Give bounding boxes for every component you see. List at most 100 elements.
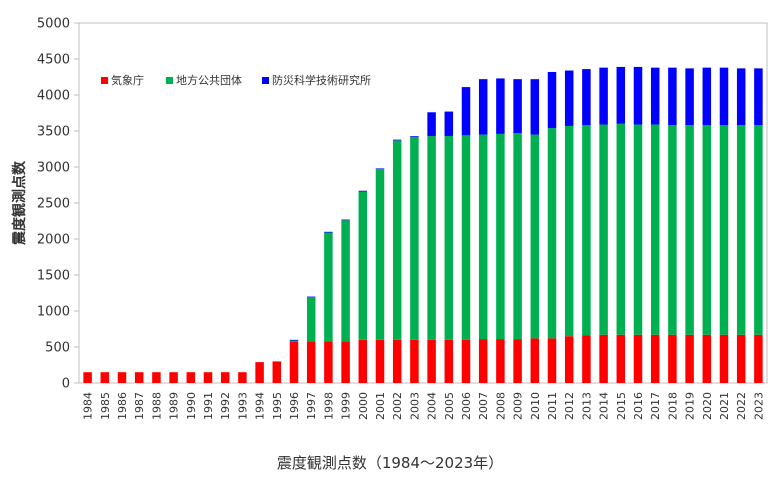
x-tick-label: 1992	[219, 392, 232, 420]
bar-segment	[599, 124, 608, 335]
bar-segment	[530, 79, 540, 135]
bar-segment	[719, 67, 729, 126]
bar-segment	[169, 372, 178, 383]
bar-segment	[685, 334, 694, 383]
bars	[83, 66, 763, 383]
bar-segment	[616, 334, 626, 383]
bar-segment	[564, 70, 574, 126]
bar-segment	[427, 112, 436, 137]
x-tick-label: 1993	[236, 392, 249, 420]
bar-segment	[530, 338, 540, 383]
bar-segment	[616, 66, 626, 124]
bar-segment	[633, 334, 643, 383]
x-tick-label: 2022	[735, 392, 748, 420]
x-tick-label: 2012	[563, 392, 576, 420]
bar-segment	[324, 341, 333, 383]
bar-segment	[754, 68, 763, 126]
bar-segment	[754, 125, 763, 335]
bar-segment	[306, 341, 316, 383]
bar-segment	[582, 69, 591, 126]
x-tick-label: 1995	[271, 392, 284, 420]
bar-segment	[100, 372, 110, 383]
y-axis-label: 震度観測点数	[11, 160, 28, 246]
y-tick-label: 3500	[37, 125, 70, 140]
y-tick-label: 1000	[37, 305, 70, 320]
bar-segment	[238, 372, 247, 383]
y-tick-label: 1500	[37, 269, 70, 284]
legend-swatch	[166, 77, 173, 84]
bar-segment	[186, 372, 196, 383]
bar-segment	[152, 372, 161, 383]
bar-segment	[702, 125, 712, 335]
x-tick-label: 1984	[82, 392, 95, 420]
legend: 気象庁 地方公共団体 防災科学技術研究所	[101, 73, 371, 87]
x-tick-label: 2005	[443, 392, 456, 420]
bar-segment	[582, 335, 591, 383]
bar-segment	[358, 191, 368, 340]
x-tick-label: 2001	[374, 392, 387, 420]
y-tick-label: 2000	[37, 233, 70, 248]
bar-segment	[461, 135, 471, 340]
bar-segment	[341, 341, 350, 383]
bar-segment	[547, 338, 557, 383]
bar-segment	[496, 133, 505, 340]
bar-segment	[410, 136, 419, 340]
bar-segment	[375, 169, 385, 340]
x-tick-label: 1996	[288, 392, 301, 420]
bar-segment	[513, 339, 522, 383]
bar-segment	[375, 168, 385, 170]
x-tick-label: 2009	[512, 392, 525, 420]
bar-segment	[496, 78, 505, 134]
x-tick-label: 1986	[116, 392, 129, 420]
x-tick-label: 2010	[529, 392, 542, 420]
x-tick-label: 1987	[133, 392, 146, 420]
x-tick-label: 1997	[305, 392, 318, 420]
x-tick-label: 2016	[632, 392, 645, 420]
bar-segment	[650, 334, 660, 383]
bar-segment	[444, 339, 454, 383]
x-tick-label: 1994	[254, 392, 267, 420]
bar-segment	[702, 334, 712, 383]
y-tick-label: 0	[62, 377, 70, 392]
x-tick-label: 2020	[701, 392, 714, 420]
x-tick-label: 1985	[99, 392, 112, 420]
bar-segment	[341, 220, 350, 342]
bar-segment	[616, 123, 626, 335]
bar-segment	[478, 134, 488, 340]
bar-segment	[736, 334, 746, 383]
x-tick-label: 2004	[426, 392, 439, 420]
bar-segment	[685, 125, 694, 335]
bar-segment	[513, 133, 522, 340]
x-tick-label: 2006	[460, 392, 473, 420]
bar-segment	[375, 339, 385, 383]
bar-segment	[530, 134, 540, 339]
bar-segment	[272, 361, 282, 383]
bar-segment	[564, 336, 574, 383]
bar-segment	[685, 68, 694, 126]
bar-segment	[719, 125, 729, 335]
bar-segment	[444, 111, 454, 137]
y-tick-label: 500	[45, 341, 70, 356]
x-tick-label: 1998	[322, 392, 335, 420]
x-tick-label: 1991	[202, 392, 215, 420]
bar-segment	[582, 125, 591, 336]
bar-segment	[650, 124, 660, 335]
bar-segment	[650, 67, 660, 125]
x-tick-label: 2003	[408, 392, 421, 420]
bar-segment	[255, 362, 264, 383]
y-axis: 0 500 1000 1500 2000 2500 3000 3500 4000 4500 5000	[37, 17, 79, 392]
legend-label: 防災科学技術研究所	[272, 73, 371, 87]
y-tick-label: 4500	[37, 53, 70, 68]
bar-segment	[599, 67, 608, 125]
x-tick-label: 1999	[340, 392, 353, 420]
bar-segment	[668, 125, 677, 335]
bar-segment	[754, 334, 763, 383]
bar-segment	[410, 136, 419, 137]
bar-segment	[461, 87, 471, 136]
bar-segment	[547, 128, 557, 339]
bar-segment	[599, 334, 608, 383]
bar-segment	[633, 124, 643, 335]
bar-segment	[736, 125, 746, 335]
x-tick-label: 1990	[185, 392, 198, 420]
x-axis: 1984 1985 1986 1987 1988 1989 1990 1991 1992 1993…	[82, 392, 766, 420]
